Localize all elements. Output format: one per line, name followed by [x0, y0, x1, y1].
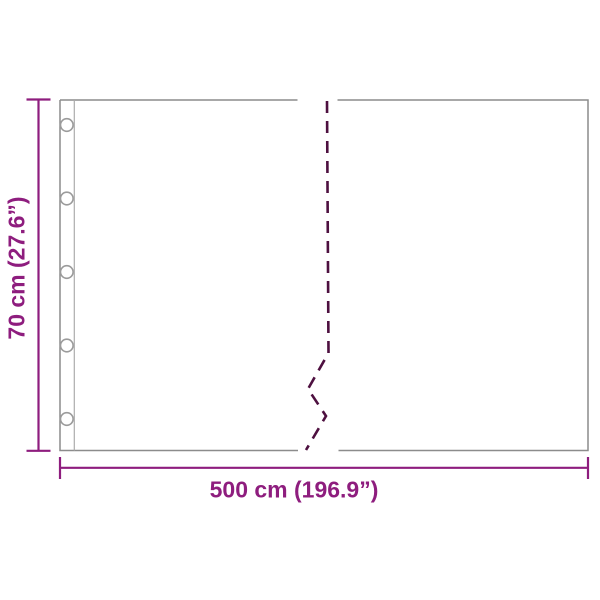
grommet-list [59, 117, 74, 427]
grommet-icon [59, 264, 74, 280]
grommet-icon [59, 191, 74, 206]
grommet-icon [59, 338, 74, 353]
panel-outline [59, 99, 589, 452]
width-dimension-label: 500 cm (196.9”) [209, 476, 379, 503]
height-dimension-line [26, 98, 51, 452]
grommet-icon [59, 411, 74, 427]
grommet-icon [59, 117, 74, 133]
height-dimension-label: 70 cm (27.6”) [3, 196, 30, 340]
width-dimension-line [58, 457, 590, 479]
break-line [304, 100, 330, 451]
